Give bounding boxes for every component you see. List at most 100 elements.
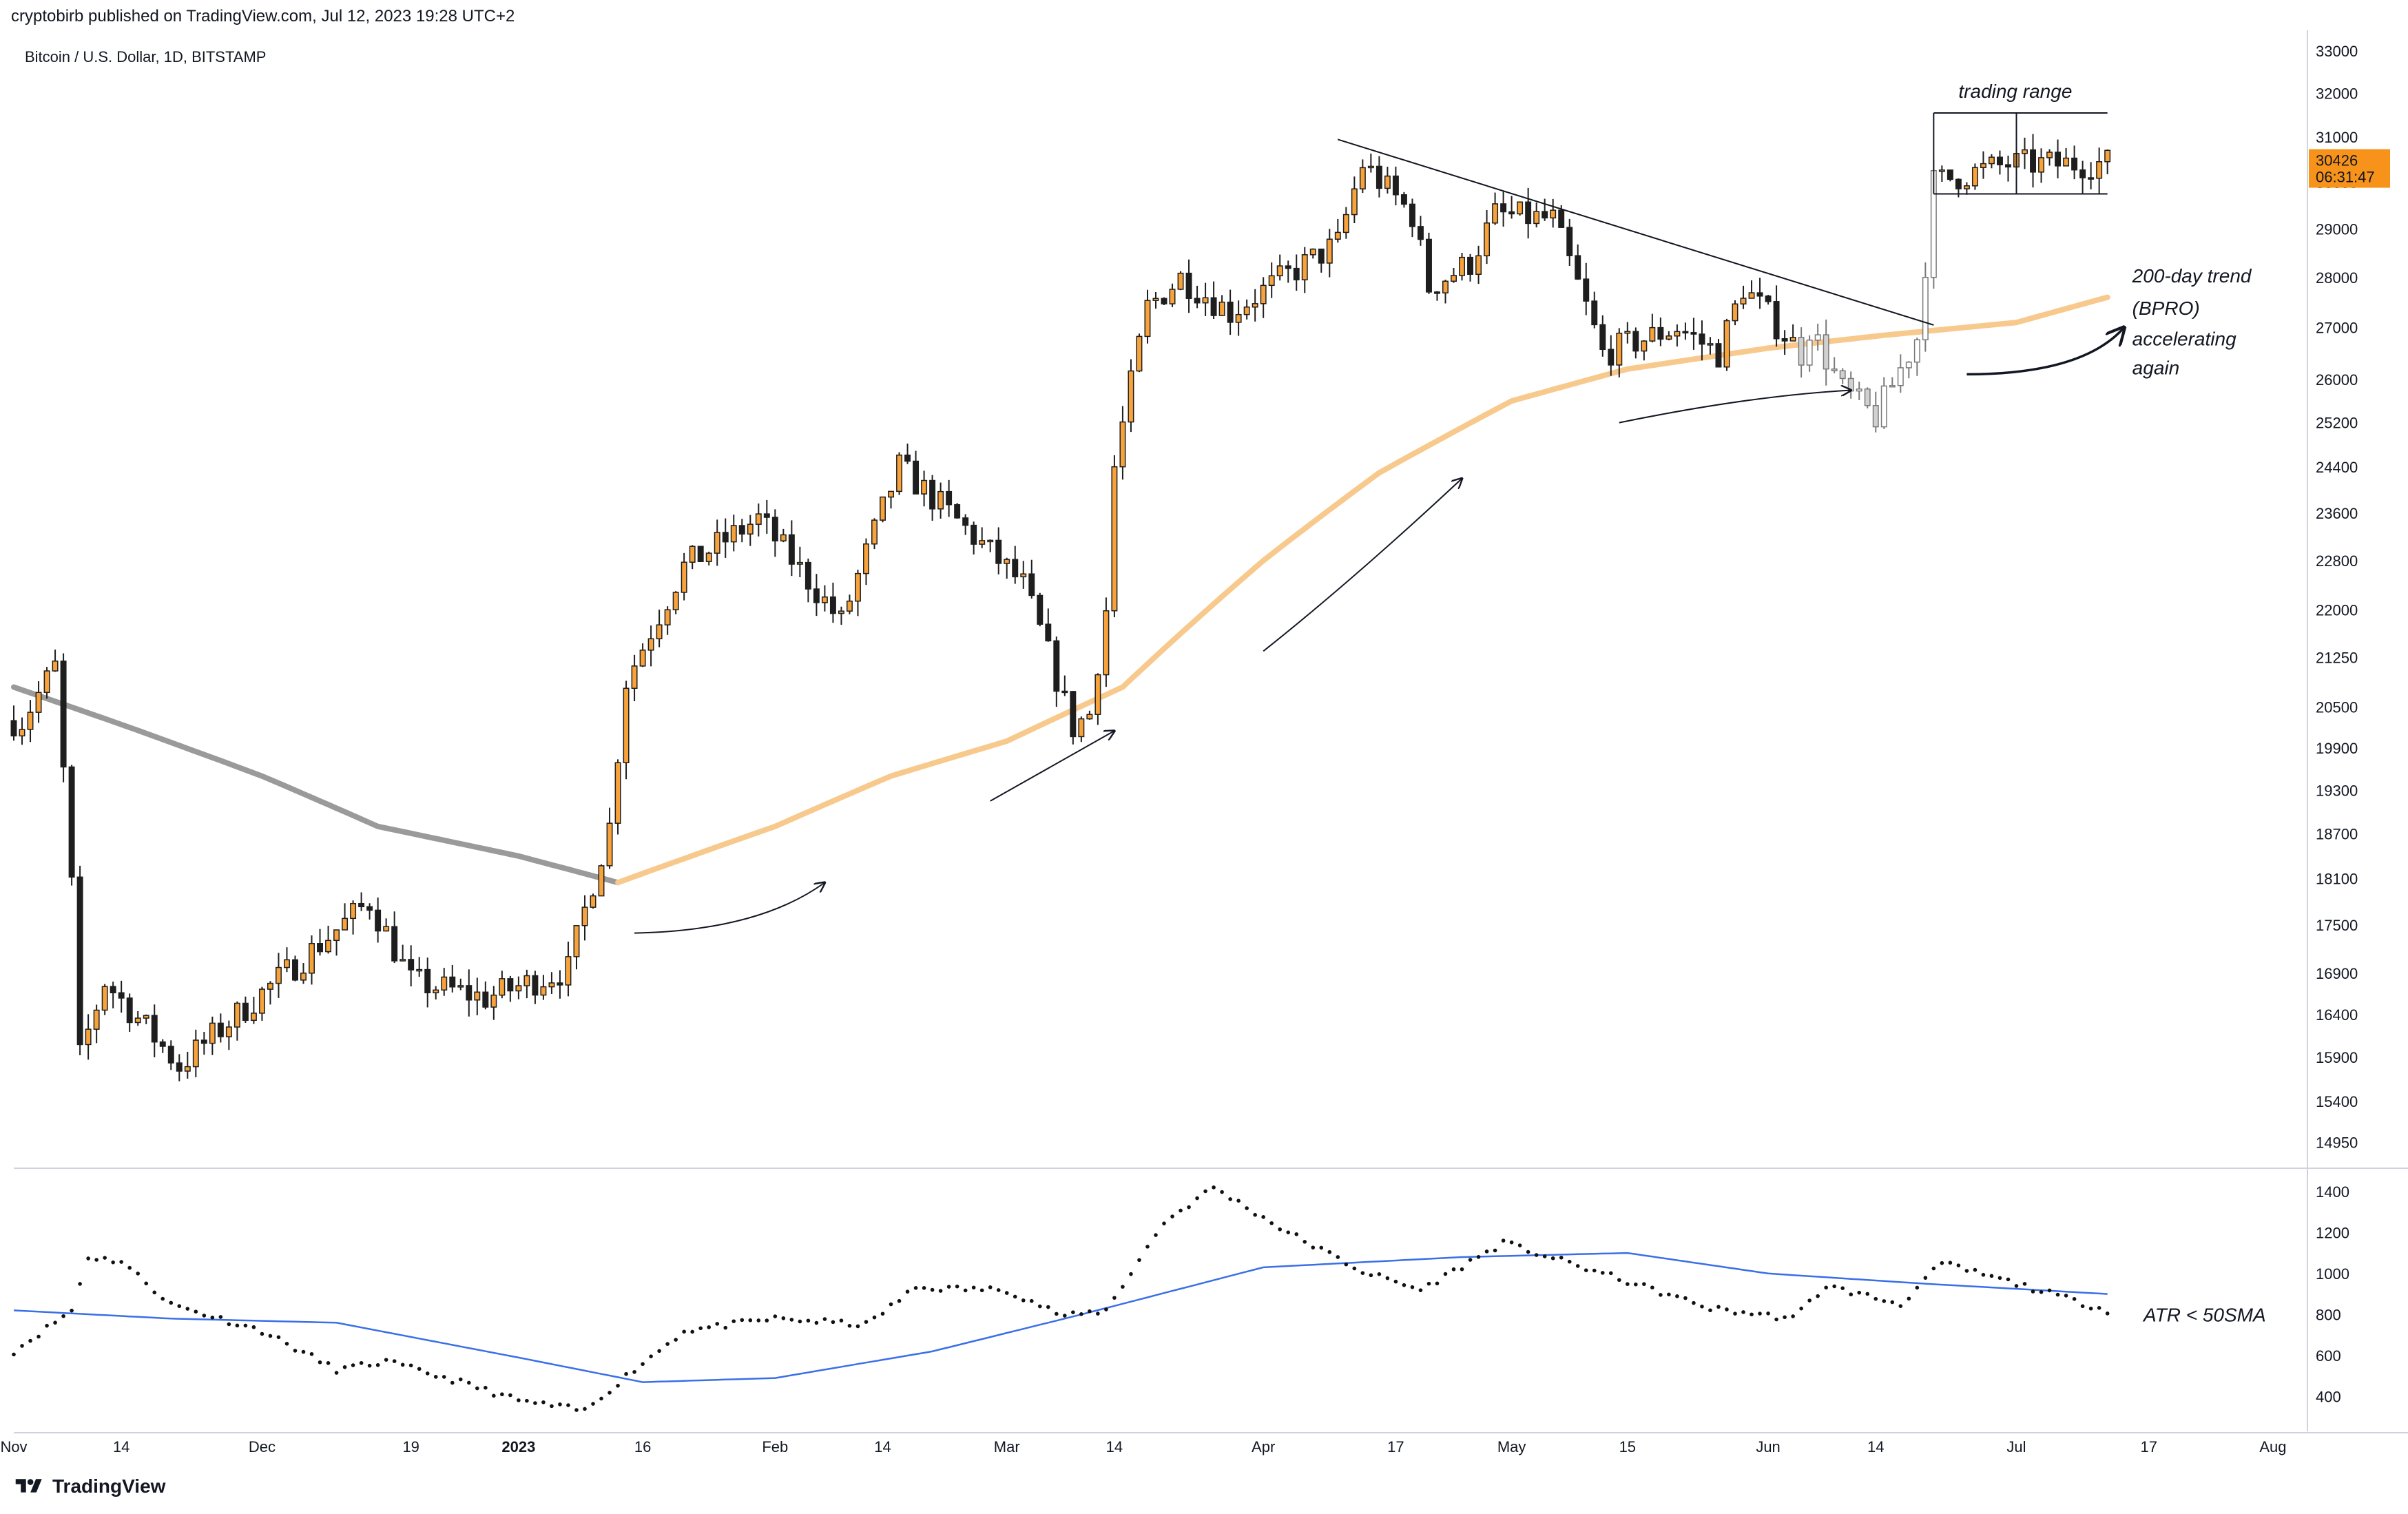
- atr-dot: [574, 1408, 579, 1412]
- atr-dot: [2006, 1277, 2011, 1282]
- price-tick-label: 22800: [2316, 552, 2358, 570]
- atr-dot: [1236, 1199, 1241, 1203]
- atr-dot: [1509, 1240, 1514, 1245]
- atr-dot: [1162, 1221, 1166, 1225]
- candle-body: [755, 513, 762, 525]
- candle-body: [250, 1013, 257, 1022]
- candle-body: [1152, 298, 1159, 301]
- candle-body: [1889, 384, 1896, 388]
- candle-body: [292, 959, 298, 981]
- atr-dot: [1849, 1292, 1854, 1297]
- candle-body: [27, 712, 34, 730]
- candle-body: [1641, 340, 1648, 352]
- atr-dot: [1600, 1271, 1605, 1275]
- drawings-layer: trading range 200-day trend (BPRO) accelera…: [634, 81, 2252, 934]
- atr-dot: [1907, 1296, 1911, 1301]
- atr-dot: [550, 1404, 554, 1409]
- atr-dot: [1675, 1294, 1679, 1298]
- atr-dot: [2072, 1297, 2077, 1301]
- candle-body: [1094, 674, 1101, 715]
- atr-dot: [1484, 1249, 1489, 1254]
- candle-body: [408, 959, 415, 971]
- candle-body: [771, 517, 778, 541]
- atr-dot: [1725, 1307, 1729, 1311]
- candle-body: [738, 525, 745, 535]
- atr-dot: [202, 1314, 207, 1318]
- atr-dot: [1526, 1249, 1530, 1254]
- candle-body: [573, 925, 580, 957]
- candle-body: [1682, 331, 1689, 334]
- atr-dot: [86, 1256, 90, 1261]
- candle-body: [375, 909, 382, 932]
- candle-body: [43, 670, 50, 694]
- atr-dot: [1667, 1292, 1671, 1297]
- candle-body: [1872, 405, 1879, 428]
- atr-dot: [1683, 1296, 1688, 1300]
- atr-dot: [1956, 1263, 1961, 1267]
- atr-dot: [591, 1402, 595, 1406]
- candle-body: [1880, 385, 1887, 428]
- candle-body: [929, 479, 936, 510]
- arrow-may: [1619, 391, 1851, 424]
- atr-dot: [1327, 1249, 1332, 1254]
- atr-dot: [94, 1258, 98, 1262]
- time-tick-label: 17: [2140, 1438, 2157, 1455]
- footer[interactable]: TradingView: [12, 1475, 165, 1497]
- candle-body: [1533, 211, 1540, 225]
- atr-dot: [517, 1398, 521, 1402]
- atr-dot: [136, 1272, 141, 1276]
- atr-dot: [988, 1285, 993, 1289]
- candle-body: [2104, 149, 2111, 163]
- candle-body: [1773, 301, 1780, 340]
- candle-body: [1285, 265, 1291, 269]
- candle-body: [1674, 331, 1681, 337]
- atr-dot: [392, 1359, 397, 1363]
- candle-body: [1111, 466, 1118, 612]
- symbol-title: Bitcoin / U.S. Dollar, 1D, BITSTAMP: [25, 48, 267, 65]
- atr-dot: [1700, 1304, 1704, 1309]
- atr-dot: [185, 1307, 190, 1311]
- candle-body: [1665, 335, 1672, 340]
- candle-body: [1194, 298, 1201, 304]
- candle-body: [1484, 222, 1491, 257]
- atr-dot: [433, 1375, 438, 1379]
- candle-body: [788, 534, 795, 565]
- atr-dot: [1286, 1230, 1291, 1234]
- candle-body: [1144, 300, 1151, 338]
- atr-dot: [1104, 1307, 1108, 1311]
- candle-body: [1037, 594, 1044, 625]
- atr-dot: [417, 1367, 422, 1371]
- atr-dot: [1426, 1281, 1431, 1286]
- atr-dot: [872, 1315, 877, 1320]
- atr-dot: [1352, 1266, 1357, 1271]
- candle-body: [342, 917, 349, 931]
- atr-dot: [1692, 1300, 1696, 1305]
- atr-dot: [1179, 1208, 1183, 1213]
- price-tick-label: 18700: [2316, 825, 2358, 842]
- candle-body: [854, 572, 861, 602]
- atr-dot: [855, 1324, 860, 1329]
- atr-dot: [1195, 1196, 1199, 1201]
- atr-dot: [1468, 1258, 1473, 1262]
- atr-dot: [284, 1342, 289, 1346]
- candle-body: [1268, 275, 1275, 287]
- atr-dot: [2088, 1306, 2093, 1311]
- time-tick-label: 14: [874, 1438, 891, 1455]
- atr-dot: [533, 1401, 537, 1405]
- atr-dot: [1220, 1190, 1224, 1194]
- atr-dot: [227, 1322, 231, 1327]
- candle-body: [1342, 214, 1349, 234]
- atr-dot: [1121, 1285, 1125, 1289]
- atr-tick-label: 600: [2316, 1347, 2341, 1365]
- candle-body: [1616, 332, 1623, 366]
- atr-dot: [1634, 1282, 1638, 1287]
- candle-body: [829, 596, 836, 614]
- candle-body: [1128, 370, 1134, 423]
- atr-dot: [1882, 1299, 1887, 1303]
- candle-body: [1136, 335, 1143, 372]
- atr-dot: [1336, 1255, 1340, 1259]
- candle-body: [317, 943, 324, 953]
- atr-dot: [946, 1285, 951, 1289]
- candle-body: [1326, 238, 1333, 264]
